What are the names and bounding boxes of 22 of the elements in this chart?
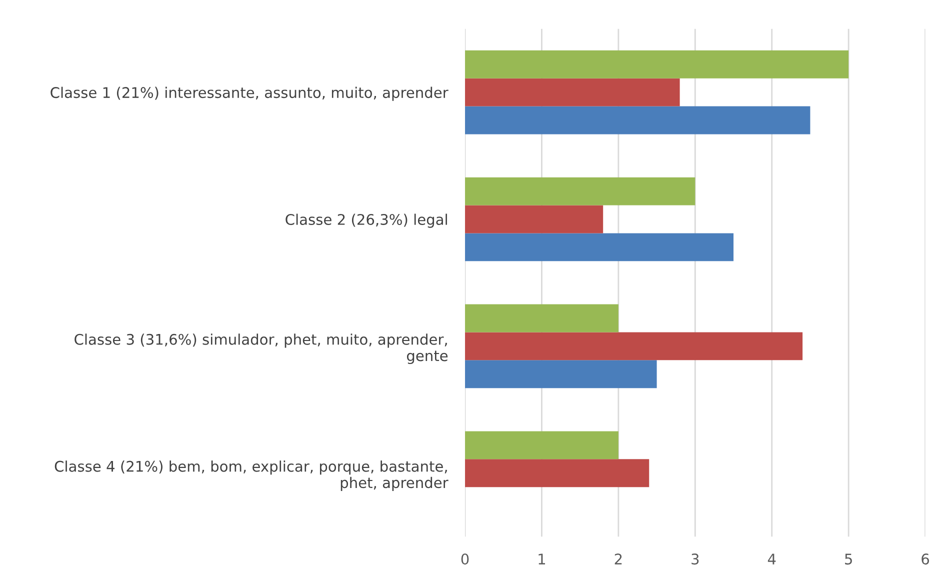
- bar: [465, 177, 696, 206]
- x-tick-label: 6: [922, 554, 929, 565]
- x-tick-label: 1: [538, 554, 546, 564]
- y-tick-label: Classe 2 (26,3%) legal: [286, 214, 447, 228]
- bar: [465, 431, 618, 460]
- bar: [465, 332, 803, 360]
- bar: [465, 360, 657, 388]
- bar: [465, 205, 604, 234]
- x-tick-label: 5: [845, 554, 852, 565]
- bar: [465, 233, 734, 262]
- bar: [465, 304, 618, 332]
- y-tick-label: Classe 1 (21%) interessante, assunto, muito, aprender: [50, 86, 448, 101]
- x-tick-label: 4: [768, 554, 776, 564]
- x-tick-label: 3: [692, 554, 699, 565]
- bar: [465, 106, 810, 134]
- x-tick-label: 0: [461, 554, 469, 565]
- bar: [465, 78, 680, 106]
- x-tick-label: 2: [614, 554, 622, 564]
- y-tick-label: Classe 3 (31,6%) simulador, phet, muito, aprender, gente: [74, 334, 448, 364]
- bar: [465, 459, 650, 488]
- y-tick-label: Classe 4 (21%) bem, bom, explicar, porque, bastante, phet, aprender: [54, 460, 448, 491]
- bar: [465, 50, 849, 78]
